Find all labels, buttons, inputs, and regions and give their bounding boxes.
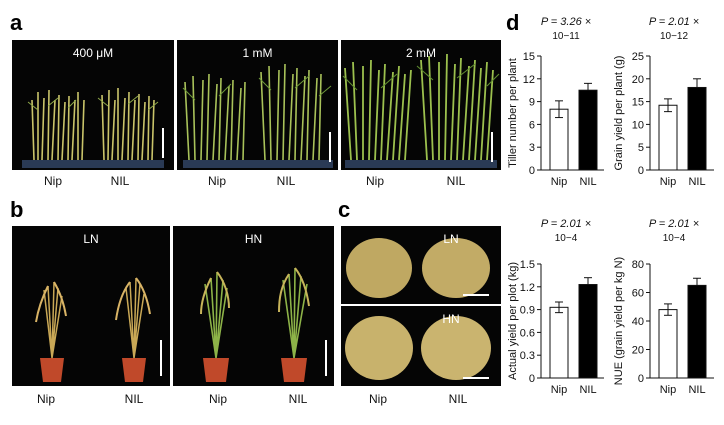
label-c-nil: NIL bbox=[448, 392, 468, 406]
p-value-exponent: 10−12 bbox=[660, 31, 689, 42]
p-value-label: P = 2.01 × bbox=[649, 218, 699, 230]
label-a1-nil: NIL bbox=[110, 174, 130, 188]
p-value-label: P = 2.01 × bbox=[541, 218, 591, 230]
y-tick-label: 20 bbox=[632, 345, 644, 357]
condition-title-2mm: 2 mM bbox=[406, 46, 436, 60]
p-value-label: P = 2.01 × bbox=[649, 16, 699, 28]
bar-nip bbox=[658, 309, 678, 379]
p-value-label: P = 3.26 × bbox=[541, 16, 591, 28]
p-value-exponent: 10−4 bbox=[663, 233, 686, 244]
panel-label-d: d bbox=[506, 10, 520, 35]
y-axis-label: Actual yield per plot (kg) bbox=[507, 262, 519, 380]
condition-title-400um: 400 μM bbox=[72, 46, 114, 60]
x-tick-label-nil: NIL bbox=[579, 384, 596, 396]
y-tick-label: 12 bbox=[523, 74, 535, 86]
y-tick-label: 5 bbox=[638, 142, 644, 154]
label-b2-nil: NIL bbox=[288, 392, 308, 406]
y-tick-label: 0.3 bbox=[520, 350, 535, 362]
y-tick-label: 0 bbox=[638, 373, 644, 385]
p-value-exponent: 10−11 bbox=[552, 31, 580, 42]
x-tick-label-nip: Nip bbox=[551, 176, 568, 188]
photo-c-hn: HN bbox=[341, 306, 501, 386]
x-tick-label-nip: Nip bbox=[660, 384, 677, 396]
x-tick-label-nip: Nip bbox=[660, 176, 677, 188]
label-a1-nip: Nip bbox=[43, 174, 62, 188]
y-tick-label: 0.9 bbox=[520, 305, 535, 317]
photo-c-ln: LN bbox=[341, 226, 501, 304]
y-tick-label: 1.5 bbox=[520, 259, 535, 271]
chart-nue: P = 2.01 × 10−4 0 20 40 60 80 NUE (grain yield … bbox=[612, 212, 720, 412]
y-tick-label: 0 bbox=[638, 165, 644, 177]
p-value-exponent: 10−4 bbox=[555, 233, 578, 244]
photo-a-2mm: 2 mM bbox=[341, 40, 501, 170]
label-a3-nil: NIL bbox=[446, 174, 466, 188]
y-tick-label: 3 bbox=[529, 142, 535, 154]
label-a2-nip: Nip bbox=[207, 174, 226, 188]
bar-nip bbox=[549, 108, 569, 171]
chart-tiller-number: P = 3.26 × 10−11 0 3 6 9 12 15 Tiller number per… bbox=[506, 10, 610, 200]
y-tick-label: 25 bbox=[632, 51, 644, 63]
photo-a-400um: 400 μM bbox=[12, 40, 174, 170]
x-tick-label-nil: NIL bbox=[579, 176, 596, 188]
y-axis-label: Grain yield per plant (g) bbox=[613, 56, 625, 171]
label-a3-nip: Nip bbox=[365, 174, 384, 188]
condition-title-b-ln: LN bbox=[83, 232, 99, 246]
label-c-nip: Nip bbox=[368, 392, 387, 406]
bar-nip bbox=[549, 306, 569, 379]
bar-chart-svg: P = 2.01 × 10−12 0 5 10 15 20 25 Grain yield per… bbox=[613, 16, 714, 188]
y-axis-label: Tiller number per plant bbox=[507, 58, 519, 168]
x-tick-label-nil: NIL bbox=[688, 384, 705, 396]
x-tick-label-nip: Nip bbox=[551, 384, 568, 396]
y-tick-label: 20 bbox=[632, 74, 644, 86]
bar-chart-svg: P = 3.26 × 10−11 0 3 6 9 12 15 Tiller number per… bbox=[507, 16, 604, 188]
chart-actual-yield-per-plot: P = 2.01 × 10−4 0 0.3 0.6 0.9 1.2 1.5 Actual yie… bbox=[506, 212, 610, 412]
y-tick-label: 60 bbox=[632, 288, 644, 300]
photo-b-ln: LN bbox=[12, 226, 170, 386]
y-tick-label: 10 bbox=[632, 119, 644, 131]
condition-title-b-hn: HN bbox=[244, 232, 263, 246]
photo-a-1mm: 1 mM bbox=[177, 40, 338, 170]
condition-title-c-hn: HN bbox=[442, 312, 460, 326]
panel-label-a: a bbox=[10, 10, 23, 35]
label-a2-nil: NIL bbox=[276, 174, 296, 188]
y-tick-label: 6 bbox=[529, 119, 535, 131]
bar-chart-svg: P = 2.01 × 10−4 0 20 40 60 80 NUE (grain yield … bbox=[613, 218, 714, 396]
y-tick-label: 9 bbox=[529, 97, 535, 109]
bar-nil bbox=[578, 284, 598, 379]
bar-nil bbox=[687, 284, 707, 379]
panel-label-b: b bbox=[10, 197, 24, 222]
y-tick-label: 80 bbox=[632, 259, 644, 271]
photo-b-hn: HN bbox=[173, 226, 334, 386]
label-b1-nip: Nip bbox=[36, 392, 55, 406]
label-b1-nil: NIL bbox=[124, 392, 144, 406]
y-tick-label: 0 bbox=[529, 165, 535, 177]
y-tick-label: 0 bbox=[529, 373, 535, 385]
panel-label-c: c bbox=[338, 197, 351, 222]
x-tick-label-nil: NIL bbox=[688, 176, 705, 188]
y-tick-label: 15 bbox=[523, 51, 535, 63]
y-tick-label: 0.6 bbox=[520, 327, 535, 339]
y-tick-label: 1.2 bbox=[520, 282, 535, 294]
y-tick-label: 15 bbox=[632, 97, 644, 109]
chart-grain-yield-per-plant: P = 2.01 × 10−12 0 5 10 15 20 25 Grain yield per… bbox=[612, 10, 720, 200]
label-b2-nip: Nip bbox=[208, 392, 227, 406]
bar-nip bbox=[658, 104, 678, 171]
y-axis-label: NUE (grain yield per kg N) bbox=[613, 257, 625, 385]
bar-nil bbox=[578, 89, 598, 171]
condition-title-1mm: 1 mM bbox=[242, 46, 273, 60]
bar-nil bbox=[687, 86, 707, 171]
condition-title-c-ln: LN bbox=[443, 232, 459, 246]
y-tick-label: 40 bbox=[632, 316, 644, 328]
